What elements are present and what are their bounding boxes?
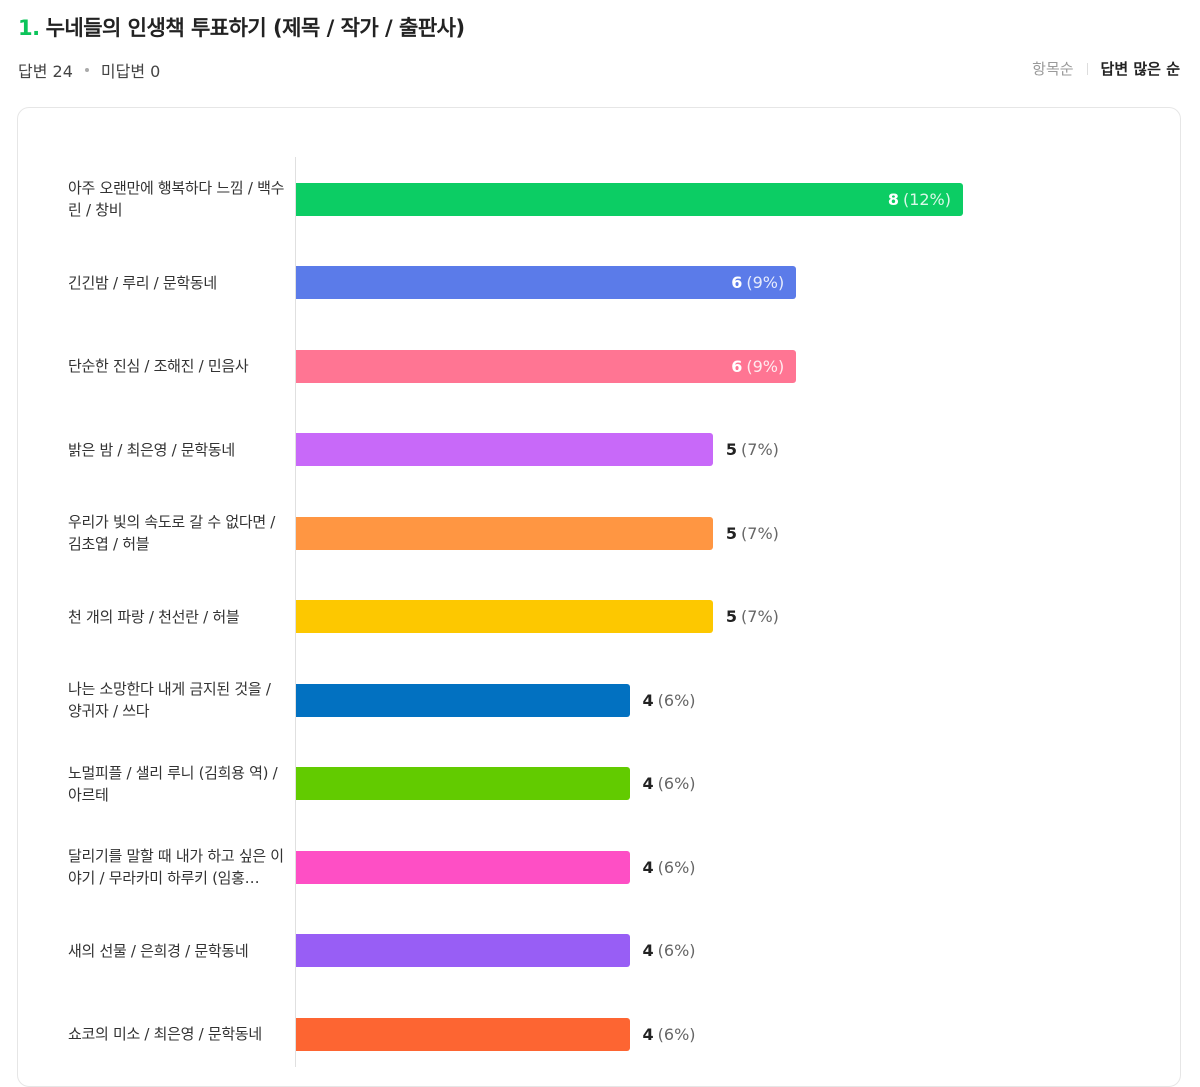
data-label: 4 (6%) bbox=[643, 767, 696, 800]
category-label: 달리기를 말할 때 내가 하고 싶은 이야기 / 무라카미 하루키 (임홍… bbox=[68, 847, 284, 887]
data-label: 4 (6%) bbox=[643, 934, 696, 967]
data-label: 5 (7%) bbox=[726, 517, 779, 550]
data-label-percent: (6%) bbox=[657, 690, 696, 710]
category-label: 밝은 밤 / 최은영 / 문학동네 bbox=[68, 440, 235, 459]
data-label-count: 4 bbox=[642, 941, 654, 960]
data-label-percent: (6%) bbox=[657, 857, 696, 877]
category-label: 우리가 빛의 속도로 갈 수 없다면 / 김초엽 / 허블 bbox=[68, 513, 276, 553]
data-label-count: 4 bbox=[642, 774, 654, 793]
data-label-percent: (7%) bbox=[741, 607, 779, 626]
question-text: 누네들의 인생책 투표하기 (제목 / 작가 / 출판사) bbox=[45, 16, 465, 40]
data-label: 4 (6%) bbox=[643, 684, 696, 717]
data-label-percent: (6%) bbox=[657, 1024, 696, 1044]
separator-dot bbox=[84, 68, 89, 72]
data-label: 6 (9%) bbox=[731, 266, 784, 299]
data-label-count: 8 bbox=[887, 189, 899, 209]
data-label-percent: (9%) bbox=[746, 273, 785, 292]
bar bbox=[296, 683, 630, 717]
sort-by-votes-button[interactable]: 답변 많은 순 bbox=[1100, 60, 1180, 78]
sort-by-item-button[interactable]: 항목순 bbox=[1032, 60, 1074, 78]
bar bbox=[296, 433, 713, 466]
bar bbox=[296, 934, 630, 967]
data-label: 5 (7%) bbox=[726, 600, 779, 633]
data-label: 6 (9%) bbox=[731, 350, 784, 383]
bar bbox=[296, 850, 630, 884]
data-label-count: 4 bbox=[642, 1024, 654, 1044]
question-number: 1. bbox=[18, 16, 40, 40]
data-label-percent: (6%) bbox=[657, 774, 696, 793]
response-summary: 답변 24 미답변 0 bbox=[18, 58, 160, 82]
sort-divider bbox=[1086, 62, 1088, 75]
data-label-count: 4 bbox=[642, 857, 654, 877]
bar bbox=[296, 182, 963, 216]
bar bbox=[296, 516, 713, 550]
chart-axis-line bbox=[295, 157, 296, 1067]
data-label-count: 4 bbox=[642, 690, 654, 710]
category-label: 새의 선물 / 은희경 / 문학동네 bbox=[68, 941, 249, 960]
category-label: 쇼코의 미소 / 최은영 / 문학동네 bbox=[68, 1025, 262, 1043]
data-label-percent: (12%) bbox=[902, 189, 951, 209]
category-label: 긴긴밤 / 루리 / 문학동네 bbox=[68, 273, 217, 292]
data-label-count: 5 bbox=[725, 440, 738, 459]
category-label: 노멀피플 / 샐리 루니 (김희용 역) / 아르테 bbox=[68, 763, 278, 804]
data-label: 4 (6%) bbox=[643, 1018, 696, 1051]
category-label: 아주 오랜만에 행복하다 느낌 / 백수린 / 창비 bbox=[68, 179, 285, 219]
data-label: 8 (12%) bbox=[888, 183, 951, 216]
bar bbox=[296, 1017, 630, 1051]
data-label-count: 5 bbox=[725, 607, 738, 626]
data-label-count: 6 bbox=[731, 356, 743, 376]
data-label: 5 (7%) bbox=[726, 433, 779, 466]
data-label: 4 (6%) bbox=[643, 851, 696, 884]
unanswered-count: 미답변 0 bbox=[100, 62, 161, 81]
category-label: 단순한 진심 / 조해진 / 민음사 bbox=[68, 357, 249, 375]
sort-options: 항목순 답변 많은 순 bbox=[1032, 58, 1180, 79]
data-label-percent: (7%) bbox=[741, 523, 779, 543]
question-title: 1. 누네들의 인생책 투표하기 (제목 / 작가 / 출판사) bbox=[18, 12, 465, 42]
bar bbox=[296, 349, 797, 383]
bar bbox=[296, 767, 630, 800]
data-label-count: 5 bbox=[725, 523, 738, 543]
data-label-percent: (7%) bbox=[741, 440, 779, 459]
answered-count: 답변 24 bbox=[18, 62, 73, 81]
data-label-percent: (9%) bbox=[746, 356, 785, 376]
data-label-percent: (6%) bbox=[657, 941, 696, 960]
category-label: 나는 소망한다 내게 금지된 것을 / 양귀자 / 쓰다 bbox=[68, 680, 271, 720]
bar bbox=[296, 600, 713, 633]
data-label-count: 6 bbox=[731, 273, 743, 292]
category-label: 천 개의 파랑 / 천선란 / 허블 bbox=[68, 607, 240, 626]
bar bbox=[296, 266, 797, 299]
